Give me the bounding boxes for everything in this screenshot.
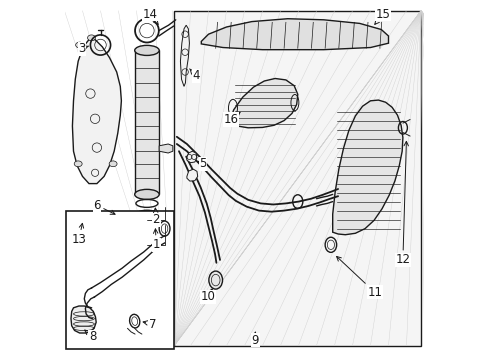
- PathPatch shape: [201, 19, 387, 50]
- Text: 6: 6: [93, 199, 115, 214]
- Text: 9: 9: [251, 332, 259, 347]
- Ellipse shape: [87, 35, 95, 41]
- PathPatch shape: [134, 50, 159, 194]
- Ellipse shape: [134, 189, 159, 199]
- PathPatch shape: [159, 144, 172, 153]
- PathPatch shape: [72, 40, 121, 184]
- Ellipse shape: [76, 42, 83, 48]
- Ellipse shape: [109, 161, 117, 167]
- Text: 13: 13: [71, 224, 86, 246]
- Polygon shape: [174, 11, 420, 346]
- Ellipse shape: [134, 45, 159, 55]
- Text: 3: 3: [78, 42, 88, 55]
- Text: 7: 7: [143, 318, 156, 330]
- Ellipse shape: [74, 161, 82, 167]
- Text: 12: 12: [395, 141, 409, 266]
- Text: 1: 1: [152, 229, 160, 251]
- Text: 16: 16: [223, 112, 240, 126]
- Text: 8: 8: [84, 330, 96, 343]
- Text: 5: 5: [198, 157, 206, 170]
- Text: 15: 15: [374, 8, 390, 24]
- Text: 4: 4: [189, 69, 199, 82]
- Text: 2: 2: [152, 208, 160, 226]
- PathPatch shape: [230, 78, 297, 128]
- Text: 10: 10: [200, 289, 215, 303]
- Text: 11: 11: [336, 256, 382, 299]
- PathPatch shape: [71, 306, 96, 333]
- Text: 14: 14: [142, 8, 158, 24]
- Ellipse shape: [208, 271, 222, 289]
- PathPatch shape: [186, 169, 197, 181]
- PathPatch shape: [180, 25, 189, 86]
- FancyBboxPatch shape: [66, 211, 174, 349]
- PathPatch shape: [186, 151, 197, 163]
- PathPatch shape: [332, 100, 402, 235]
